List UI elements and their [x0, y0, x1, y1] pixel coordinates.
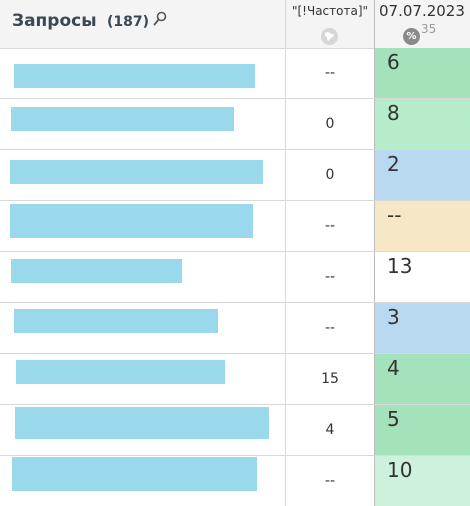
query-redacted[interactable]	[14, 64, 255, 88]
date-column-number: 35	[421, 22, 437, 36]
query-cell	[0, 252, 286, 302]
table-row[interactable]: -- 3	[0, 303, 470, 354]
position-cell: 10	[375, 456, 470, 506]
query-redacted[interactable]	[12, 457, 257, 491]
position-cell: 6	[375, 48, 470, 98]
table-row[interactable]: -- 6	[0, 48, 470, 99]
position-value: 8	[387, 101, 400, 125]
position-cell: 2	[375, 150, 470, 200]
table-row[interactable]: 4 5	[0, 405, 470, 456]
position-cell: --	[375, 201, 470, 251]
table-row[interactable]: 0 8	[0, 99, 470, 150]
position-value: 5	[387, 407, 400, 431]
position-cell: 3	[375, 303, 470, 353]
query-cell	[0, 456, 286, 506]
query-cell	[0, 150, 286, 200]
frequency-cell: 0	[286, 150, 375, 200]
date-column-header[interactable]: 07.07.2023 % 35	[375, 0, 470, 48]
query-redacted[interactable]	[15, 407, 269, 439]
frequency-cell: --	[286, 48, 375, 98]
position-value: 6	[387, 50, 400, 74]
query-cell	[0, 354, 286, 404]
position-cell: 4	[375, 354, 470, 404]
position-value: --	[387, 203, 402, 227]
position-cell: 5	[375, 405, 470, 455]
date-label: 07.07.2023	[379, 2, 465, 20]
queries-count: (187)	[107, 14, 150, 30]
frequency-cell: 4	[286, 405, 375, 455]
frequency-cell: --	[286, 456, 375, 506]
search-icon[interactable]	[153, 11, 167, 27]
query-redacted[interactable]	[10, 160, 263, 184]
globe-icon	[321, 28, 338, 45]
query-redacted[interactable]	[10, 204, 253, 238]
table-header: Запросы (187) "[!Частота]" 07.07.2023 % …	[0, 0, 470, 49]
position-value: 2	[387, 152, 400, 176]
table-row[interactable]: 0 2	[0, 150, 470, 201]
frequency-cell: 0	[286, 99, 375, 149]
frequency-cell: --	[286, 252, 375, 302]
position-value: 4	[387, 356, 400, 380]
query-redacted[interactable]	[11, 107, 234, 131]
query-redacted[interactable]	[16, 360, 225, 384]
query-cell	[0, 48, 286, 98]
query-cell	[0, 99, 286, 149]
frequency-label: "[!Частота]"	[291, 4, 369, 18]
table-row[interactable]: -- 10	[0, 456, 470, 506]
query-cell	[0, 201, 286, 251]
frequency-cell: --	[286, 201, 375, 251]
query-cell	[0, 405, 286, 455]
frequency-cell: --	[286, 303, 375, 353]
query-redacted[interactable]	[11, 259, 182, 283]
frequency-cell: 15	[286, 354, 375, 404]
queries-column-header[interactable]: Запросы (187)	[0, 0, 286, 48]
position-value: 13	[387, 254, 413, 278]
position-cell: 13	[375, 252, 470, 302]
frequency-column-header[interactable]: "[!Частота]"	[286, 0, 375, 48]
position-cell: 8	[375, 99, 470, 149]
query-redacted[interactable]	[14, 309, 218, 333]
queries-title: Запросы	[12, 11, 97, 31]
percent-icon[interactable]: %	[403, 28, 420, 45]
table-row[interactable]: -- --	[0, 201, 470, 252]
query-cell	[0, 303, 286, 353]
table-row[interactable]: -- 13	[0, 252, 470, 303]
table-row[interactable]: 15 4	[0, 354, 470, 405]
position-value: 3	[387, 305, 400, 329]
position-value: 10	[387, 458, 413, 482]
